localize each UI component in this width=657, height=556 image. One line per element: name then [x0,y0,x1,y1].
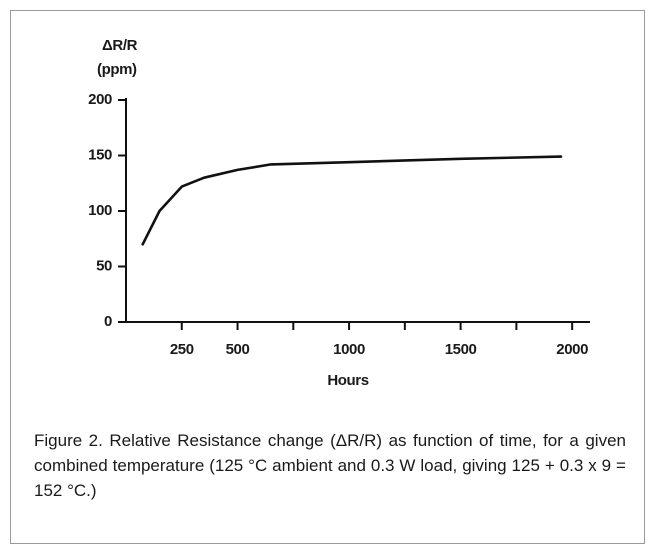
y-axis-label: ΔR/R [102,37,138,54]
y-tick-label: 100 [88,202,112,219]
x-axis-label: Hours [327,372,368,389]
y-tick-label: 50 [96,257,112,274]
x-tick-label: 250 [170,341,194,358]
caption: Figure 2. Relative Resistance change (ΔR… [34,431,626,500]
x-tick-label: 500 [226,341,250,358]
chart: ΔR/R (ppm) Hours 0 50 100 150 200 250 500 1000 1… [88,37,590,389]
data-line [141,155,563,246]
y-axis-label: (ppm) [97,61,137,78]
figure-frame [10,10,645,544]
x-tick-label: 1500 [445,341,477,358]
y-tick-label: 200 [88,91,112,108]
x-tick-label: 1000 [333,341,365,358]
y-tick-label: 0 [104,313,112,330]
x-tick-label: 2000 [556,341,588,358]
y-tick-label: 150 [88,146,112,163]
